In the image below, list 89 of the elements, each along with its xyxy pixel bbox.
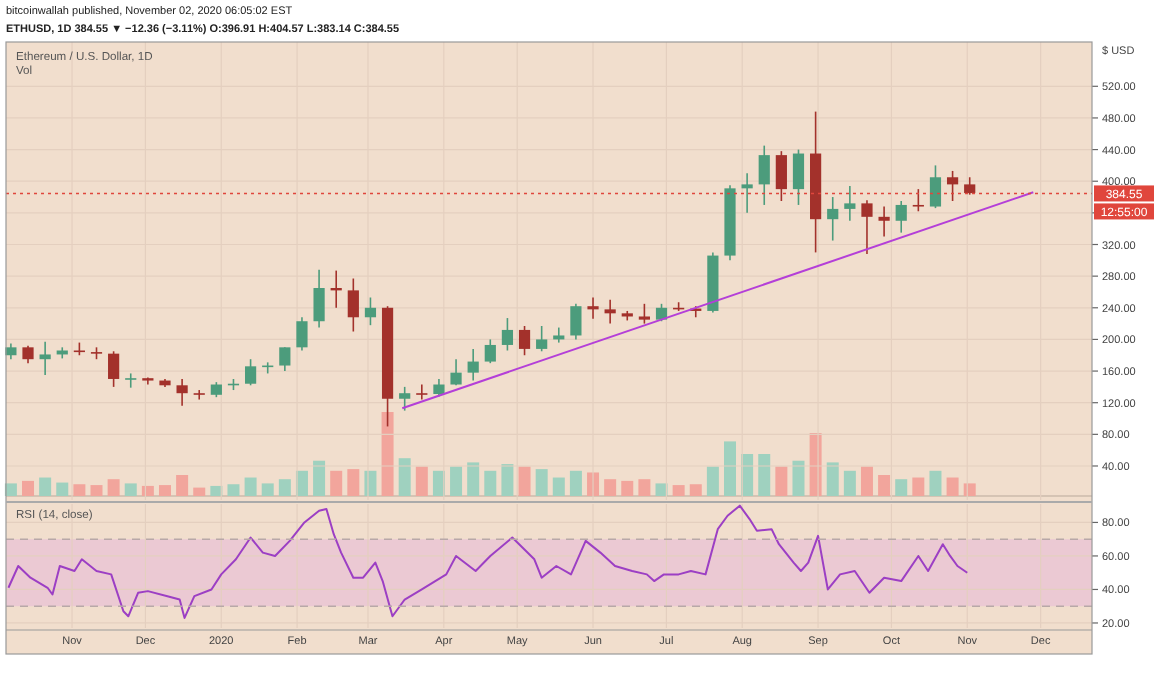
bar: [450, 466, 463, 496]
bar: [210, 485, 223, 496]
bar: [895, 479, 908, 496]
candlestick: [758, 144, 770, 206]
bar: [655, 483, 668, 496]
bar: [826, 462, 839, 496]
bar: [860, 466, 873, 496]
bar: [792, 460, 805, 496]
candlestick: [108, 350, 120, 388]
candlestick: [553, 326, 565, 344]
bar: [672, 485, 685, 496]
bar: [878, 475, 891, 496]
line-series: [7, 504, 969, 619]
candlestick: [895, 200, 907, 234]
bar: [604, 479, 617, 496]
bar: [73, 484, 86, 496]
bar: [501, 464, 514, 496]
bar: [22, 480, 35, 496]
candlestick: [638, 303, 650, 325]
candlestick: [244, 358, 257, 387]
bar: [158, 485, 171, 496]
candlestick: [142, 376, 154, 386]
bar: [415, 466, 428, 496]
bar: [758, 454, 771, 496]
candlestick: [399, 386, 411, 412]
candlestick: [741, 172, 753, 214]
bar: [278, 479, 291, 496]
candlestick: [518, 325, 531, 357]
bar: [176, 475, 189, 496]
bar: [56, 482, 69, 496]
bar: [381, 412, 394, 496]
candlestick: [946, 170, 959, 202]
candlestick: [39, 341, 51, 376]
bar: [261, 483, 274, 496]
candlestick: [484, 338, 496, 364]
bar: [107, 479, 120, 496]
bar: [432, 470, 445, 496]
bar: [552, 477, 565, 496]
candlestick: [501, 317, 514, 352]
bar: [467, 462, 480, 496]
bar: [638, 479, 651, 496]
bar: [621, 480, 634, 496]
bar: [244, 477, 257, 496]
candlestick: [176, 378, 188, 407]
bar: [689, 484, 702, 496]
candlestick: [604, 299, 616, 325]
bar: [398, 458, 411, 496]
candlestick: [912, 188, 924, 213]
candlestick: [193, 389, 205, 401]
bar: [330, 470, 343, 496]
candlestick: [279, 346, 291, 372]
bar: [484, 470, 497, 496]
candlestick: [878, 205, 890, 238]
candlestick: [313, 269, 325, 329]
bar: [313, 460, 326, 496]
candlestick: [587, 296, 599, 320]
bar: [227, 484, 240, 496]
bar: [912, 477, 925, 496]
bar: [141, 485, 154, 496]
candlestick: [827, 196, 839, 242]
bar: [535, 469, 548, 496]
candlestick: [792, 148, 805, 206]
candlestick: [450, 358, 462, 387]
candlestick: [364, 296, 377, 326]
bar: [775, 466, 788, 496]
bar: [124, 483, 137, 496]
bar: [706, 466, 719, 496]
bar: [843, 470, 856, 496]
bar: [39, 477, 52, 496]
bar: [193, 487, 206, 496]
candlestick: [536, 325, 548, 353]
bar: [90, 485, 103, 496]
candlestick: [861, 199, 873, 255]
candlestick: [467, 348, 479, 382]
bar: [963, 483, 976, 496]
bar: [946, 477, 959, 496]
bar: [929, 470, 942, 496]
candlestick: [296, 316, 308, 352]
bar: [518, 466, 531, 496]
candlestick: [775, 150, 787, 202]
candlestick: [347, 277, 359, 333]
bar: [569, 470, 582, 496]
candlestick: [844, 185, 856, 222]
bar: [724, 441, 736, 496]
bar: [347, 469, 360, 496]
candlestick: [125, 372, 137, 389]
candlestick: [929, 164, 942, 209]
candlestick: [416, 383, 428, 401]
candlestick: [570, 303, 582, 341]
